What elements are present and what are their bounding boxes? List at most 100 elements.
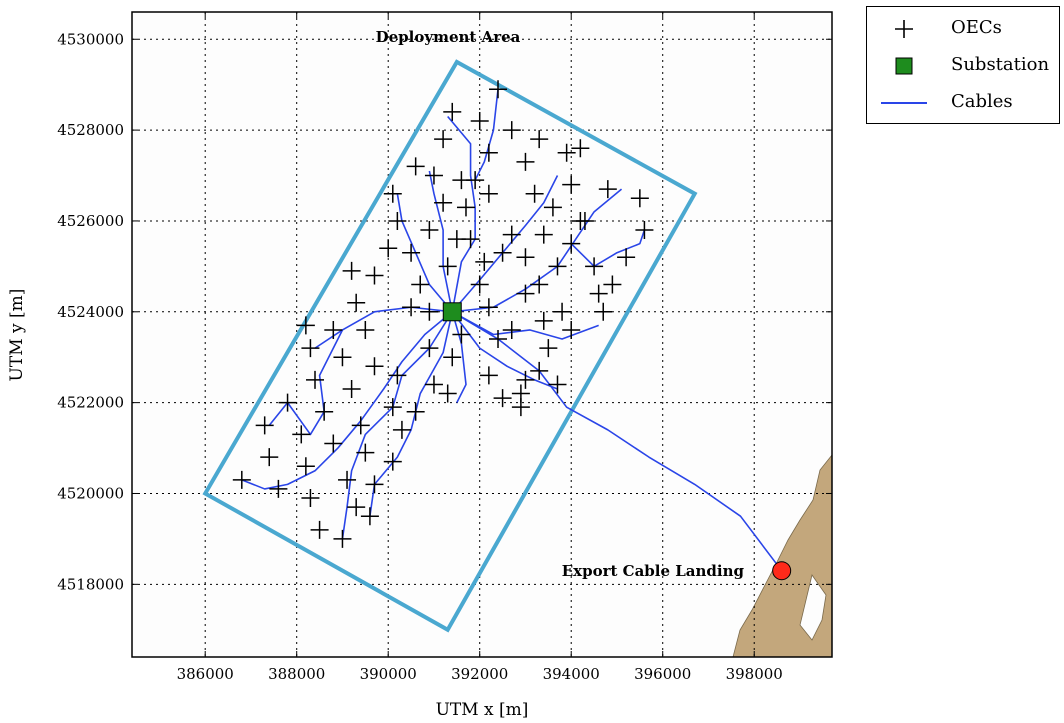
oec-marker [292, 425, 311, 444]
x-axis-ticks: 386000 388000 390000 392000 394000 396000 3980… [177, 12, 783, 683]
oec-marker [342, 380, 361, 399]
oec-marker [365, 266, 384, 285]
legend-item-substation: Substation [867, 48, 1059, 82]
cable-line [451, 311, 467, 403]
oec-marker [438, 384, 457, 403]
oec-marker [347, 293, 366, 312]
x-tick-label: 396000 [634, 665, 691, 683]
point-marks [442, 302, 792, 581]
oec-marker [530, 130, 549, 149]
oec-marker [306, 370, 325, 389]
y-tick-label: 4530000 [57, 30, 124, 48]
oec-marker [461, 230, 480, 249]
oec-marker [365, 475, 384, 494]
oec-marker [617, 248, 636, 267]
oec-marker [525, 184, 544, 203]
x-tick-label: 398000 [726, 665, 783, 683]
substation-marker [442, 302, 462, 322]
cable-line [447, 115, 476, 312]
green-square-icon [895, 57, 913, 75]
oec-marker [502, 225, 521, 244]
oec-marker [466, 171, 485, 190]
oec-marker [489, 330, 508, 349]
y-axis-label: UTM y [m] [7, 289, 27, 382]
oec-marker [571, 211, 590, 230]
oec-marker [530, 275, 549, 294]
oec-marker [502, 320, 521, 339]
x-tick-label: 388000 [268, 665, 325, 683]
oec-marker [516, 248, 535, 267]
oec-marker [356, 320, 375, 339]
oec-marker [443, 348, 462, 367]
deployment-area-boundary [202, 59, 698, 633]
oec-marker [365, 357, 384, 376]
oec-marker [479, 366, 498, 385]
oec-marker [402, 243, 421, 262]
oec-marker [603, 275, 622, 294]
oec-marker [539, 339, 558, 358]
blue-line-icon [881, 102, 927, 104]
oec-marker [406, 157, 425, 176]
oec-marker [511, 398, 530, 417]
x-tick-label: 394000 [543, 665, 600, 683]
oec-marker [470, 275, 489, 294]
plus-marker-icon [895, 20, 913, 38]
oec-marker [438, 257, 457, 276]
oec-marker [548, 257, 567, 276]
oec-marker [347, 498, 366, 517]
legend-label-substation: Substation [951, 54, 1050, 75]
oec-marker [635, 221, 654, 240]
oec-marker [333, 529, 352, 548]
cable-line [241, 311, 453, 490]
oec-marker [594, 302, 613, 321]
cable-line [570, 229, 646, 268]
oec-marker [420, 221, 439, 240]
export-cable-landing-label: Export Cable Landing [562, 562, 745, 580]
oec-marker [301, 339, 320, 358]
oec-marker [310, 520, 329, 539]
legend-item-oecs: OECs [867, 11, 1059, 45]
grid [132, 12, 832, 657]
legend-label-oecs: OECs [951, 17, 1002, 38]
oec-marker [479, 143, 498, 162]
oec-marker [530, 361, 549, 380]
deployment-area [202, 59, 698, 633]
oec-marker [315, 402, 334, 421]
legend-label-cables: Cables [951, 91, 1013, 112]
cable-line [428, 170, 454, 312]
oec-marker [342, 261, 361, 280]
export-cable-line [451, 311, 783, 572]
oec-marker [324, 320, 343, 339]
y-axis-ticks: 4518000 4520000 4522000 4524000 4526000 45280… [57, 30, 832, 593]
cable-line [341, 311, 453, 540]
oec-marker [562, 175, 581, 194]
oec-marker [489, 80, 508, 99]
oec-marker [475, 252, 494, 271]
oec-marker [452, 325, 471, 344]
oec-marker [557, 143, 576, 162]
oec-marker [456, 198, 475, 217]
oec-marker [534, 311, 553, 330]
landing-marker [772, 561, 792, 581]
oec-marker [324, 434, 343, 453]
oec-marker [470, 112, 489, 131]
x-axis-label: UTM x [m] [436, 700, 529, 720]
oec-marker [333, 348, 352, 367]
oec-marker [562, 320, 581, 339]
oec-marker [338, 470, 357, 489]
deployment-area-label: Deployment Area [376, 28, 521, 46]
oec-marker [232, 470, 251, 489]
oec-marker [543, 198, 562, 217]
oec-marker [589, 284, 608, 303]
oec-marker [356, 443, 375, 462]
y-tick-label: 4526000 [57, 212, 124, 230]
oec-marker [493, 389, 512, 408]
oec-marker [479, 184, 498, 203]
x-tick-label: 390000 [360, 665, 417, 683]
oec-marker [553, 302, 572, 321]
plot-frame [131, 11, 833, 658]
oec-marker [296, 316, 315, 335]
oec-marker [411, 275, 430, 294]
oec-marker [516, 284, 535, 303]
